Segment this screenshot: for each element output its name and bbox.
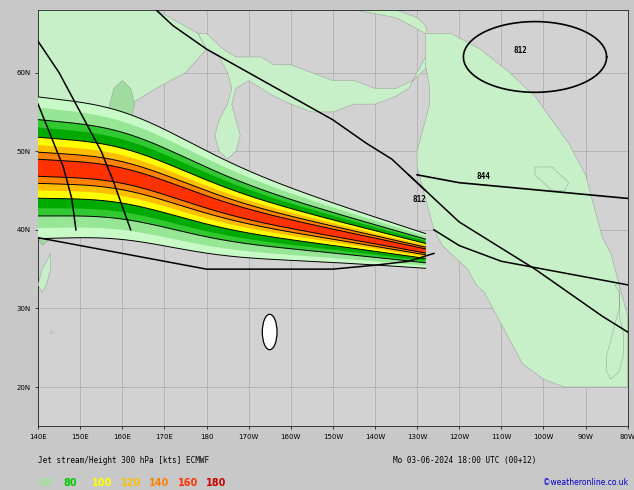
Polygon shape [105, 80, 135, 136]
Text: 844: 844 [476, 172, 490, 181]
Text: ©weatheronline.co.uk: ©weatheronline.co.uk [543, 478, 628, 487]
Text: 120: 120 [120, 478, 141, 488]
Text: 100: 100 [92, 478, 112, 488]
Polygon shape [535, 167, 569, 191]
Polygon shape [38, 253, 51, 293]
Polygon shape [198, 10, 438, 159]
Text: 180: 180 [206, 478, 226, 488]
Polygon shape [38, 145, 425, 256]
Text: Mo 03-06-2024 18:00 UTC (00+12): Mo 03-06-2024 18:00 UTC (00+12) [393, 456, 536, 465]
Polygon shape [38, 159, 425, 253]
Text: 140: 140 [149, 478, 169, 488]
Ellipse shape [262, 314, 277, 350]
Polygon shape [38, 152, 425, 255]
Text: 60: 60 [38, 478, 51, 488]
Text: 812: 812 [413, 196, 427, 204]
Text: 80: 80 [63, 478, 77, 488]
Polygon shape [38, 198, 55, 245]
Polygon shape [38, 120, 425, 263]
Polygon shape [38, 127, 425, 261]
Polygon shape [38, 97, 425, 269]
Polygon shape [417, 33, 628, 387]
Text: 812: 812 [514, 46, 528, 55]
Polygon shape [38, 137, 425, 258]
Text: 160: 160 [178, 478, 198, 488]
Polygon shape [38, 107, 425, 266]
Polygon shape [607, 285, 623, 379]
Polygon shape [38, 10, 207, 222]
Text: Jet stream/Height 300 hPa [kts] ECMWF: Jet stream/Height 300 hPa [kts] ECMWF [38, 456, 209, 465]
